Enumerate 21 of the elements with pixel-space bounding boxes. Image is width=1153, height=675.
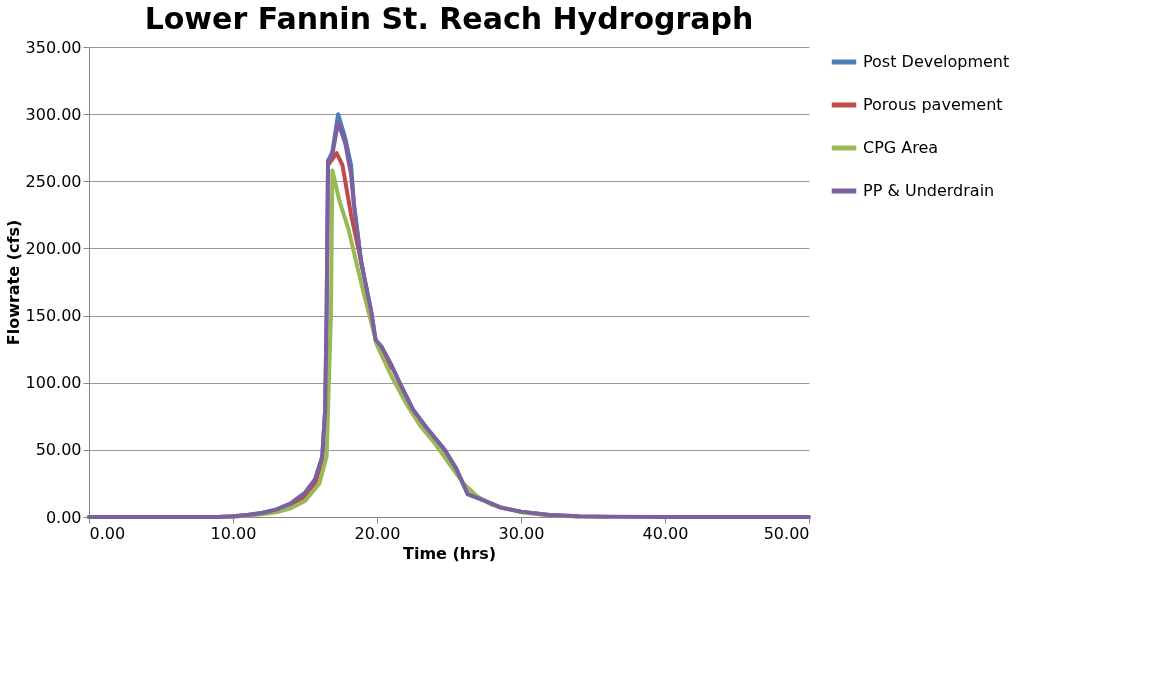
legend-label: Porous pavement xyxy=(863,95,1003,114)
x-tick-label: 30.00 xyxy=(498,523,545,543)
y-tick-label: 200.00 xyxy=(25,238,82,258)
y-axis-title: Flowrate (cfs) xyxy=(3,219,23,346)
y-tick-label: 150.00 xyxy=(25,306,82,326)
y-tick-label: 50.00 xyxy=(35,440,82,460)
x-axis-title: Time (hrs) xyxy=(403,543,496,563)
x-tick-label: 20.00 xyxy=(354,523,401,543)
y-tick-label: 250.00 xyxy=(25,171,82,191)
y-tick-label: 300.00 xyxy=(25,104,82,124)
chart-title: Lower Fannin St. Reach Hydrograph xyxy=(144,1,754,36)
legend-label: PP & Underdrain xyxy=(863,181,995,200)
y-tick-label: 0.00 xyxy=(45,507,82,527)
x-tick-label: 40.00 xyxy=(642,523,689,543)
y-tick-label: 350.00 xyxy=(25,37,82,57)
legend-label: Post Development xyxy=(863,52,1010,71)
x-tick-label: 0.00 xyxy=(89,523,126,543)
y-tick-label: 100.00 xyxy=(25,373,82,393)
x-tick-label: 50.00 xyxy=(763,523,810,543)
x-tick-label: 10.00 xyxy=(210,523,257,543)
legend-label: CPG Area xyxy=(863,138,939,157)
